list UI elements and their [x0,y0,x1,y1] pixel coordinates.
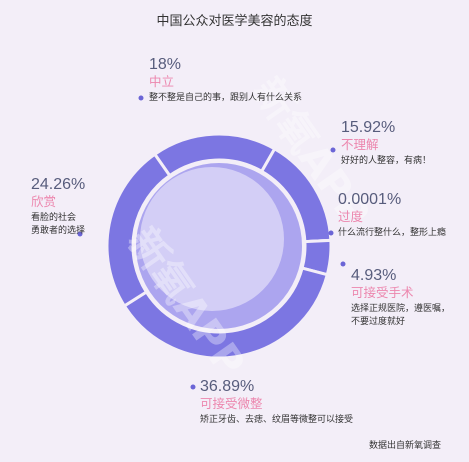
slice-category: 可接受微整 [200,396,263,411]
slice-category: 欣赏 [31,194,57,209]
slice-category: 不理解 [341,137,379,152]
slice-percent: 4.93% [351,267,397,284]
slice-description: 选择正规医院，遵医嘱， [351,304,451,314]
slice-description: 勇敢者的选择 [31,226,86,236]
inner-disc-group [136,163,302,329]
slice-description: 整不整是自己的事，跟别人有什么关系 [149,93,303,103]
slice-percent: 15.92% [341,119,396,136]
slice-percent: 18% [149,56,182,73]
label-marker-dot [340,261,346,267]
donut-slice-appreciate [105,152,172,308]
label-marker-dot [330,147,336,153]
slice-label-dont-understand: 15.92% 不理解 好好的人整容，有病！ [341,119,431,168]
slice-label-accept-surgery: 4.93% 可接受手术 选择正规医院，遵医嘱， 不要过度就好 [351,267,450,329]
slice-label-excessive: 0.0001% 过度 什么流行整什么，整形上瘾 [338,191,446,240]
chart-title: 中国公众对医学美容的态度 [156,14,313,29]
data-source-note: 数据出自新氧调查 [369,441,442,451]
slice-percent: 36.89% [200,378,255,395]
slice-description: 矫正牙齿、去痣、纹眉等微整可以接受 [200,415,354,425]
slice-description: 什么流行整什么，整形上瘾 [338,228,447,238]
slice-percent: 24.26% [31,176,86,193]
label-marker-dot [328,230,334,236]
slice-category: 可接受手术 [351,285,414,300]
label-marker-dot [77,231,83,237]
slice-percent: 0.0001% [338,191,402,208]
donut-ring [105,132,333,360]
label-markers [77,95,346,390]
slice-category: 过度 [338,209,364,224]
slice-description: 看脸的社会 [31,213,77,223]
slice-category: 中立 [149,74,175,89]
label-marker-dot [138,95,144,101]
slice-label-accept-minor-procedures: 36.89% 可接受微整 矫正牙齿、去痣、纹眉等微整可以接受 [200,378,353,427]
label-marker-dot [190,384,196,390]
slice-label-appreciate: 24.26% 欣赏 看脸的社会 勇敢者的选择 [31,176,85,238]
inner-disc-highlight [140,167,284,311]
slice-description: 不要过度就好 [351,317,406,327]
slice-description: 好好的人整容，有病！ [341,156,432,166]
slice-label-neutral: 18% 中立 整不整是自己的事，跟别人有什么关系 [149,56,302,105]
